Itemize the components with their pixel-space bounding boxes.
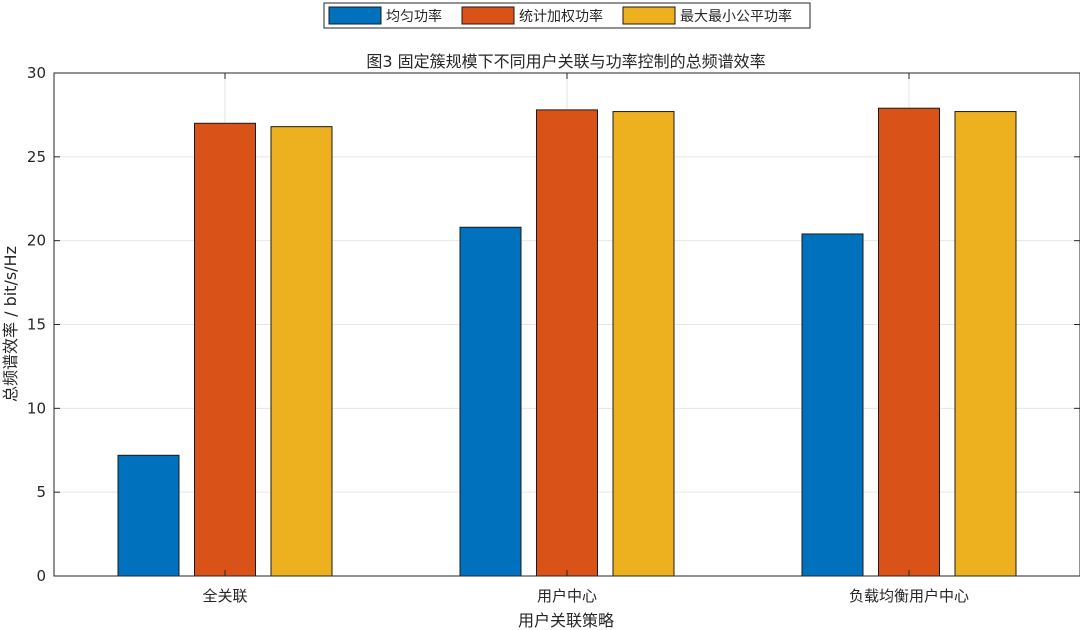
legend-label: 均匀功率 <box>386 8 442 25</box>
y-axis: 0 5 10 15 20 25 30 <box>27 64 1080 585</box>
legend-swatch <box>622 6 676 25</box>
bar <box>954 111 1017 577</box>
y-tick-label: 5 <box>36 483 46 501</box>
legend-swatch <box>461 6 515 25</box>
y-tick-label: 10 <box>27 399 46 417</box>
bar <box>536 109 598 577</box>
legend-label: 统计加权功率 <box>519 8 603 25</box>
y-axis-title: 总频谱效率 / bit/s/Hz <box>1 246 20 402</box>
bar <box>612 111 675 577</box>
y-tick-label: 30 <box>27 64 46 82</box>
legend: 均匀功率 统计加权功率 最大最小公平功率 <box>323 2 811 29</box>
y-tick-label: 20 <box>27 232 46 250</box>
bar <box>459 226 522 577</box>
x-axis: 全关联 用户中心 负载均衡用户中心 <box>202 73 969 605</box>
bar <box>878 107 940 577</box>
x-tick-label: 用户中心 <box>537 587 597 605</box>
legend-swatch <box>328 6 382 25</box>
bar <box>117 454 180 577</box>
y-tick-label: 15 <box>27 316 46 334</box>
bar <box>270 126 333 577</box>
bars <box>117 107 1017 577</box>
x-tick-label: 全关联 <box>202 587 247 605</box>
x-axis-title: 用户关联策略 <box>518 611 614 630</box>
bar <box>801 233 864 577</box>
legend-label: 最大最小公平功率 <box>680 8 792 25</box>
x-tick-label: 负载均衡用户中心 <box>849 587 969 605</box>
y-tick-label: 0 <box>36 567 46 585</box>
legend-box <box>323 2 811 29</box>
bar <box>194 122 256 577</box>
y-tick-label: 25 <box>27 148 46 166</box>
chart-title: 图3 固定簇规模下不同用户关联与功率控制的总频谱效率 <box>366 52 765 71</box>
